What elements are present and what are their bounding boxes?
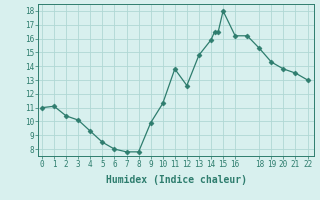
X-axis label: Humidex (Indice chaleur): Humidex (Indice chaleur) bbox=[106, 175, 246, 185]
